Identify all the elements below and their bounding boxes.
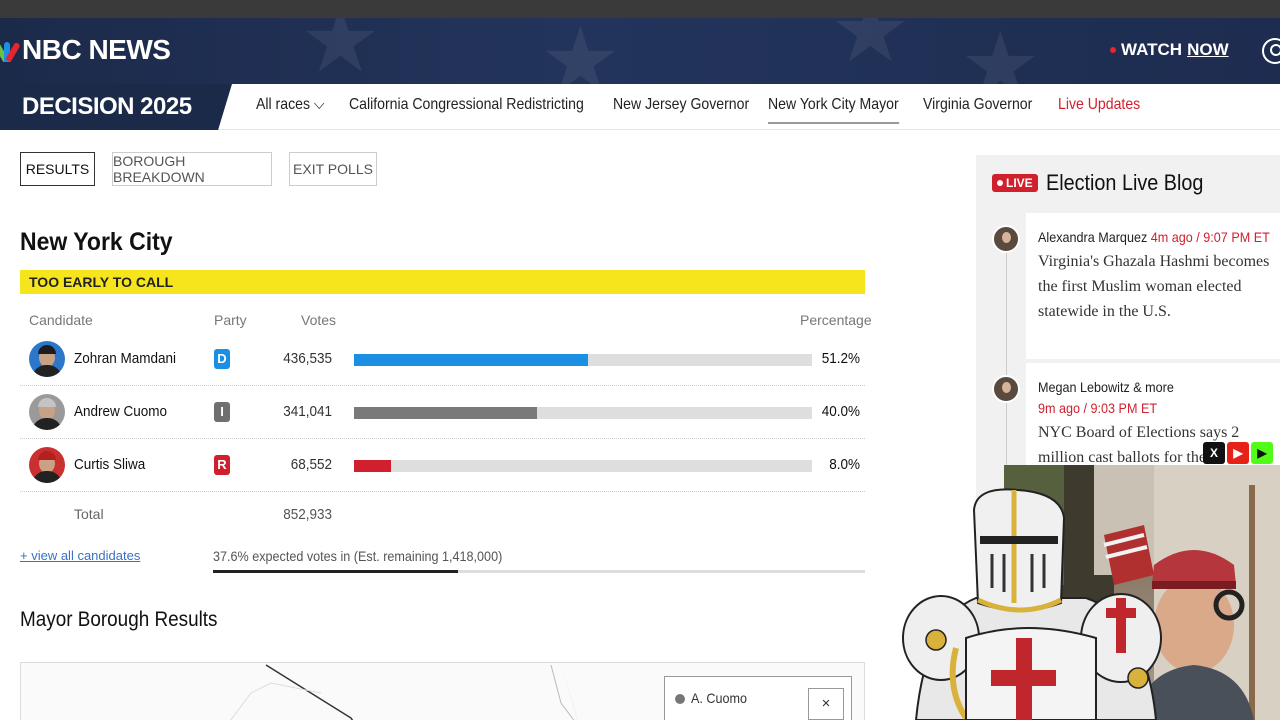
candidate-avatar <box>29 394 65 430</box>
total-votes: 852,933 <box>283 506 332 523</box>
live-blog-title[interactable]: Election Live Blog <box>1045 170 1204 195</box>
post-byline: Alexandra Marquez 4m ago / 9:07 PM ET <box>1038 229 1270 245</box>
account-icon[interactable] <box>1262 38 1280 64</box>
legend-close-button[interactable]: × <box>808 688 844 720</box>
borough-results-title: Mayor Borough Results <box>20 608 218 631</box>
live-blog-header: LIVE Election Live Blog <box>992 170 1221 196</box>
x-icon[interactable]: X <box>1203 442 1225 464</box>
nav-virginia-governor[interactable]: Virginia Governor <box>923 96 1033 113</box>
candidate-avatar <box>29 341 65 377</box>
knight-mascot <box>896 488 1166 720</box>
youtube-icon[interactable]: ▶ <box>1227 442 1249 464</box>
tab-borough-breakdown[interactable]: BOROUGH BREAKDOWN <box>112 152 272 186</box>
column-percentage: Percentage <box>800 312 872 328</box>
watch-label: WATCH <box>1121 40 1183 59</box>
expected-votes-bar <box>213 570 865 573</box>
borough-map-outline <box>230 664 578 720</box>
post-time: 9m ago / 9:03 PM ET <box>1038 400 1158 416</box>
party-badge: I <box>214 402 230 422</box>
vote-share-bar <box>354 460 812 472</box>
vote-share-fill <box>354 407 538 419</box>
nav-live-updates[interactable]: Live Updates <box>1058 96 1141 113</box>
nav-all-races[interactable]: All races ⌵ <box>256 96 325 113</box>
live-blog-post[interactable]: Alexandra Marquez 4m ago / 9:07 PM ET Vi… <box>1026 213 1280 359</box>
star-decoration: ★ <box>960 18 1041 84</box>
watch-now-link[interactable]: WATCH NOW <box>1110 40 1229 60</box>
vote-share-fill <box>354 460 391 472</box>
brand-name: NBC NEWS <box>22 34 171 65</box>
knight-illustration <box>902 488 1162 720</box>
live-badge: LIVE <box>992 174 1038 192</box>
live-blog-post[interactable]: Megan Lebowitz & more 9m ago / 9:03 PM E… <box>1026 363 1280 483</box>
star-decoration: ★ <box>540 18 621 84</box>
post-author: Megan Lebowitz & more <box>1038 379 1174 395</box>
candidate-name: Curtis Sliwa <box>74 456 146 473</box>
total-label: Total <box>74 506 104 522</box>
candidate-votes: 341,041 <box>283 403 332 420</box>
call-status-banner: TOO EARLY TO CALL <box>20 270 865 294</box>
candidate-name: Zohran Mamdani <box>74 350 177 367</box>
candidate-row: Curtis Sliwa R 68,552 8.0% <box>20 439 865 492</box>
post-author: Alexandra Marquez <box>1038 229 1148 245</box>
candidate-votes: 68,552 <box>290 456 332 473</box>
decision-nav-bar: DECISION 2025 All races ⌵ California Con… <box>0 84 1280 130</box>
candidate-percentage: 51.2% <box>821 350 860 367</box>
legend-label: A. Cuomo <box>691 690 748 706</box>
nav-nyc-mayor[interactable]: New York City Mayor <box>768 96 899 124</box>
site-header: ★ ★ ★ ★ NBC NEWS WATCH NOW <box>0 18 1280 84</box>
social-links: X ▶ ▶ <box>1203 442 1273 464</box>
column-party: Party <box>214 312 247 328</box>
timeline-line <box>1006 225 1007 605</box>
party-badge: R <box>214 455 230 475</box>
column-candidate: Candidate <box>29 312 93 328</box>
nbc-logo[interactable]: NBC NEWS <box>0 34 171 66</box>
tab-results[interactable]: RESULTS <box>20 152 95 186</box>
view-all-candidates-link[interactable]: + view all candidates <box>20 548 141 563</box>
race-title: New York City <box>20 228 173 256</box>
author-avatar <box>992 375 1020 403</box>
post-time: 4m ago / 9:07 PM ET <box>1150 229 1270 245</box>
candidate-row: Zohran Mamdani D 436,535 51.2% <box>20 333 865 386</box>
live-dot-icon <box>1110 47 1116 53</box>
expected-votes-text: 37.6% expected votes in (Est. remaining … <box>213 548 503 564</box>
decision-2025-badge[interactable]: DECISION 2025 <box>0 84 232 130</box>
legend-dot-icon <box>675 694 685 704</box>
nav-new-jersey-governor[interactable]: New Jersey Governor <box>613 96 750 113</box>
star-decoration: ★ <box>300 18 381 84</box>
candidate-avatar <box>29 447 65 483</box>
vote-share-bar <box>354 354 812 366</box>
party-badge: D <box>214 349 230 369</box>
map-legend: A. Cuomo × <box>664 676 852 720</box>
expected-votes-fill <box>213 570 459 573</box>
tab-exit-polls[interactable]: EXIT POLLS <box>289 152 377 186</box>
candidate-row: Andrew Cuomo I 341,041 40.0% <box>20 386 865 439</box>
post-text: Virginia's Ghazala Hashmi becomes the fi… <box>1038 253 1270 320</box>
nav-california-redistricting[interactable]: California Congressional Redistricting <box>349 96 584 113</box>
decision-badge-label: DECISION 2025 <box>22 93 192 120</box>
rumble-icon[interactable]: ▶ <box>1251 442 1273 464</box>
candidate-percentage: 40.0% <box>821 403 860 420</box>
column-votes: Votes <box>301 312 337 328</box>
candidate-percentage: 8.0% <box>829 456 860 473</box>
candidate-votes: 436,535 <box>283 350 332 367</box>
vote-share-bar <box>354 407 812 419</box>
now-label: NOW <box>1187 40 1229 59</box>
browser-top-strip <box>0 0 1280 18</box>
author-avatar <box>992 225 1020 253</box>
peacock-icon <box>0 38 21 63</box>
candidate-name: Andrew Cuomo <box>74 403 168 420</box>
post-text: NYC Board of Elections says 2 million ca… <box>1038 424 1240 466</box>
star-decoration: ★ <box>830 18 911 81</box>
vote-share-fill <box>354 354 589 366</box>
